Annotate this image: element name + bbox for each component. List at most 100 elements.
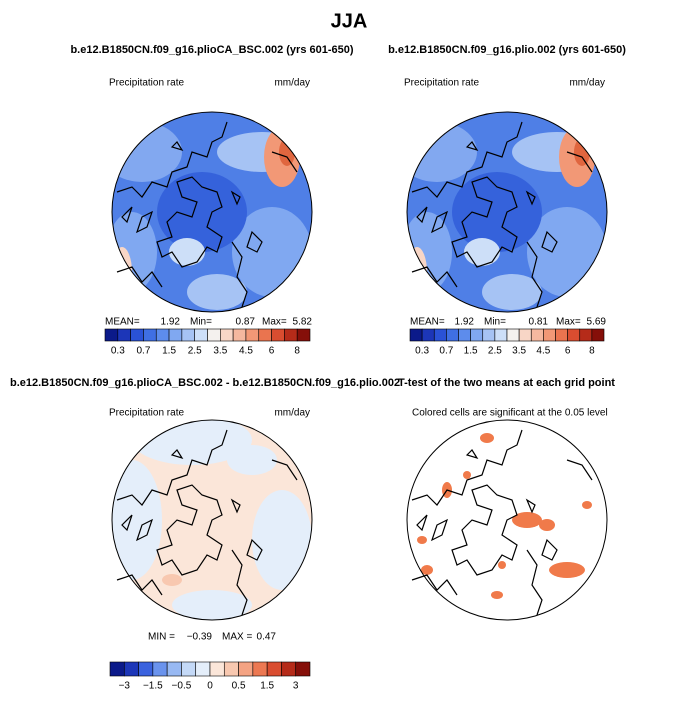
colorbar-box (195, 661, 211, 677)
colorbar-box (543, 328, 556, 342)
colorbar-label: 1.5 (162, 346, 176, 357)
units-label: mm/day (569, 78, 605, 89)
panel-label: Precipitation rate (109, 408, 184, 419)
stat-text: Min= (484, 317, 506, 328)
colorbar-label: 0.7 (439, 346, 453, 357)
colorbar-box (181, 661, 197, 677)
stat-text: 0.87 (236, 317, 256, 328)
colorbar-label: 6 (269, 346, 275, 357)
colorbar-box (123, 661, 139, 677)
colorbar-box (104, 328, 119, 342)
colorbar-label: 1.5 (464, 346, 478, 357)
colorbar-label: 2.5 (188, 346, 202, 357)
colorbar-box (296, 328, 311, 342)
panel-title: b.e12.B1850CN.f09_g16.plio.002 (yrs 601-… (388, 44, 626, 56)
colorbar-box (506, 328, 520, 342)
colorbar-box (555, 328, 568, 342)
colorbar-label: 3.5 (512, 346, 526, 357)
colorbar-box (470, 328, 484, 342)
map (102, 112, 312, 312)
colorbar-box (245, 328, 260, 342)
units-label: mm/day (274, 78, 310, 89)
colorbar-box (220, 328, 234, 342)
colorbar-box (530, 328, 544, 342)
stat-text: Max= (262, 317, 287, 328)
colorbar-label: 6 (565, 346, 571, 357)
colorbar-label: 2.5 (488, 346, 502, 357)
stat-text: 1.92 (455, 317, 475, 328)
colorbar-box (252, 661, 268, 677)
colorbar-label: −0.5 (172, 681, 192, 692)
colorbar-box (232, 328, 247, 342)
stat-text: 5.69 (587, 317, 607, 328)
colorbar-label: −3 (119, 681, 131, 692)
colorbar-box (271, 328, 285, 342)
colorbar-box (143, 328, 157, 342)
colorbar-label: 0.5 (232, 681, 246, 692)
stat-text: MEAN= (410, 317, 445, 328)
colorbar-label: 0.7 (136, 346, 150, 357)
map (111, 419, 313, 621)
stat-text: 0.81 (529, 317, 549, 328)
colorbar-box (258, 328, 272, 342)
colorbar-box (168, 328, 183, 342)
stat-text: −0.39 (187, 632, 213, 643)
colorbar-box (284, 328, 298, 342)
panel-title: T-test of the two means at each grid poi… (398, 377, 615, 389)
colorbar-box (433, 328, 447, 342)
colorbar-box (579, 328, 593, 342)
colorbar-label: 4.5 (239, 346, 253, 357)
stat-text: Min= (190, 317, 212, 328)
colorbar-box (109, 661, 125, 677)
colorbar-box (446, 328, 459, 342)
panel-label: Precipitation rate (404, 78, 479, 89)
colorbar-box (567, 328, 581, 342)
colorbar-box (266, 661, 282, 677)
colorbar-box (238, 661, 254, 677)
colorbar-box (518, 328, 532, 342)
panel-title: b.e12.B1850CN.f09_g16.plioCA_BSC.002 (yr… (70, 44, 353, 56)
colorbar-box (181, 328, 195, 342)
colorbar-box (152, 661, 168, 677)
colorbar-box (209, 661, 225, 677)
stat-text: Max= (556, 317, 581, 328)
colorbar-box (482, 328, 496, 342)
map (397, 112, 607, 312)
panel-title: b.e12.B1850CN.f09_g16.plioCA_BSC.002 - b… (10, 377, 400, 389)
panel-label: Precipitation rate (109, 78, 184, 89)
colorbar-label: 0.3 (415, 346, 429, 357)
colorbar-box (409, 328, 423, 342)
colorbar-box (117, 328, 131, 342)
units-label: mm/day (274, 408, 310, 419)
colorbar-label: 3.5 (213, 346, 227, 357)
map (406, 419, 608, 621)
colorbar-box (138, 661, 154, 677)
colorbar-box (494, 328, 508, 342)
stat-text: 0.47 (257, 632, 277, 643)
colorbar-label: −1.5 (143, 681, 163, 692)
stat-text: MEAN= (105, 317, 140, 328)
stat-text: 5.82 (293, 317, 313, 328)
colorbar-label: 8 (294, 346, 300, 357)
colorbar-box (130, 328, 144, 342)
colorbar-box (295, 661, 311, 677)
stat-text: MAX = (222, 632, 252, 643)
colorbar-box (166, 661, 182, 677)
colorbar-box (458, 328, 471, 342)
colorbar-label: 1.5 (260, 681, 274, 692)
colorbar-box (421, 328, 435, 342)
colorbar-box (223, 661, 239, 677)
colorbar-box (155, 328, 170, 342)
stat-text: 1.92 (161, 317, 181, 328)
colorbar-box (281, 661, 297, 677)
colorbar-box (207, 328, 221, 342)
stat-text: MIN = (148, 632, 175, 643)
colorbar-box (194, 328, 208, 342)
colorbar-label: 0 (207, 681, 213, 692)
colorbar-label: 4.5 (536, 346, 550, 357)
panel-label: Colored cells are significant at the 0.0… (412, 408, 608, 419)
figure-title: JJA (331, 10, 368, 32)
colorbar-box (591, 328, 605, 342)
colorbar-label: 8 (589, 346, 595, 357)
